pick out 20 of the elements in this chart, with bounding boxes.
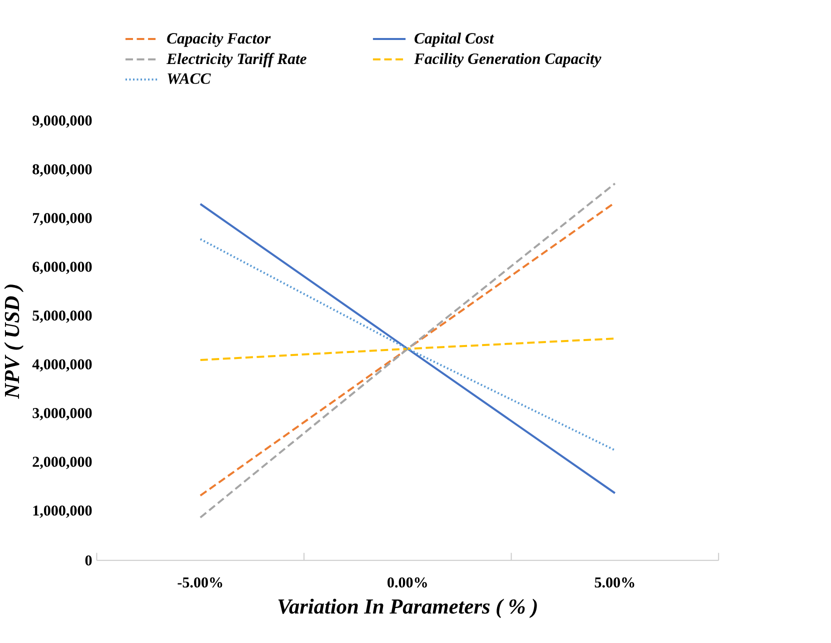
y-tick-label: 2,000,000 (32, 456, 92, 469)
y-tick-label: 1,000,000 (33, 505, 92, 518)
x-tick-label: 5.00% (594, 577, 634, 588)
x-tick-label: 0.00% (388, 577, 427, 588)
y-tick-label: 3,000,000 (32, 408, 92, 420)
x-tick-label: -5.00% (178, 577, 222, 588)
y-tick-label: 9,000,000 (32, 115, 92, 128)
y-axis-title: NPV ( USD ) (4, 284, 24, 399)
y-tick-label: 5,000,000 (32, 310, 92, 323)
y-tick-label: 7,000,000 (32, 212, 92, 226)
legend-label: WACC (168, 73, 211, 84)
y-tick-label: 8,000,000 (32, 164, 92, 176)
legend-label: Capacity Factor (167, 32, 271, 47)
y-tick-label: 6,000,000 (32, 262, 92, 274)
legend-label: Facility Generation Capacity (414, 52, 602, 68)
legend-label: Electricity Tariff Rate (166, 52, 306, 68)
y-tick-label: 4,000,000 (32, 359, 92, 372)
y-tick-label: 0 (85, 555, 92, 566)
x-axis-title: Variation In Parameters ( % ) (278, 598, 537, 618)
legend-label: Capital Cost (414, 32, 494, 47)
